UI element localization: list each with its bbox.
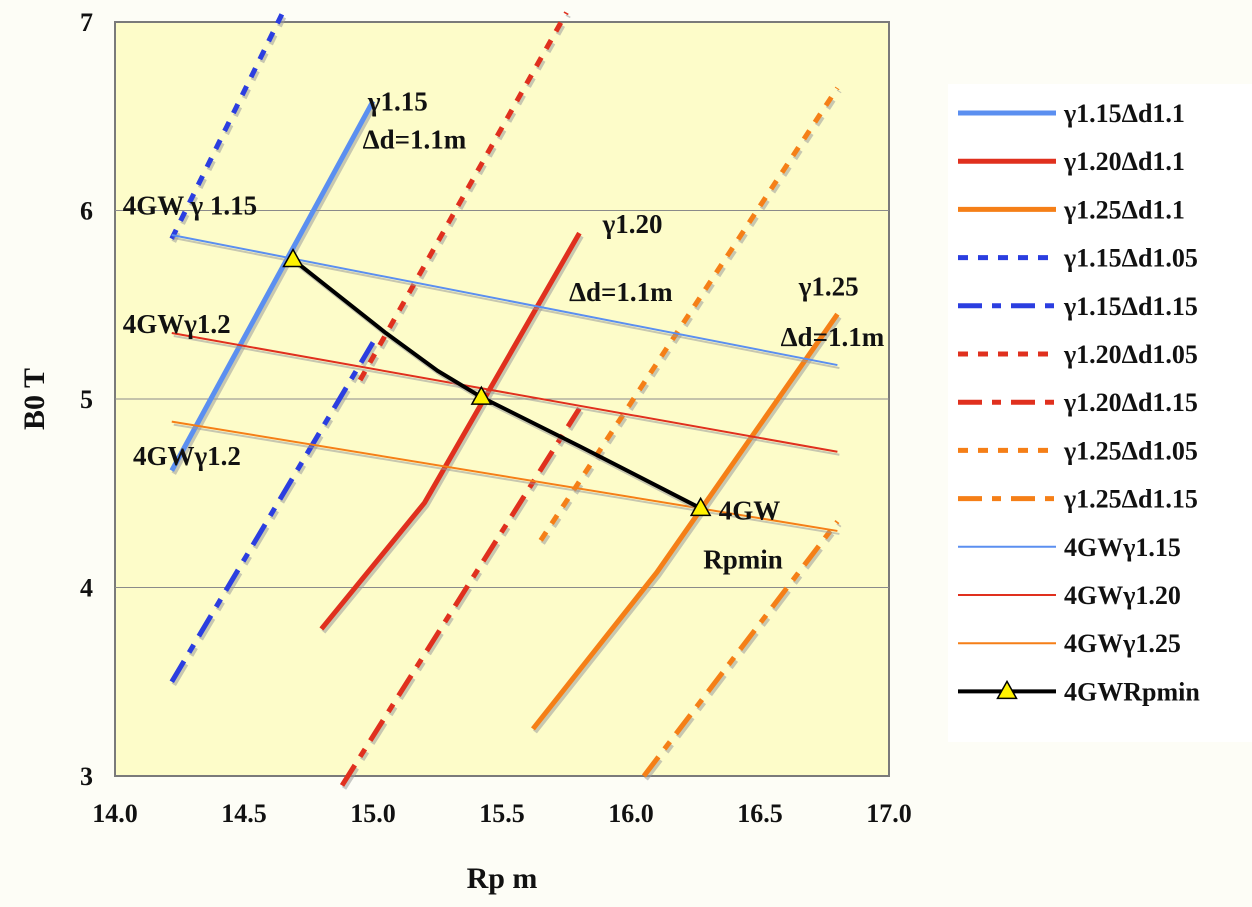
x-tick-label: 16.0 [608,799,654,828]
legend-label: γ1.20Δd1.05 [1063,340,1198,369]
triangle-marker [282,247,304,268]
legend-label: γ1.25Δd1.05 [1063,436,1198,465]
y-tick-label: 6 [80,197,93,226]
legend-item: γ1.25Δd1.05 [958,436,1198,465]
series-4 [169,11,287,243]
annotation-label: γ1.25 [798,271,859,301]
annotation-label: Rpmin [703,545,783,575]
annotation-label: 4GW γ 1.15 [123,190,257,220]
triangle-marker [470,385,493,405]
legend-item: γ1.20Δd1.1 [958,147,1185,176]
legend-item: γ1.15Δd1.05 [958,244,1198,273]
series-shadow [171,14,287,243]
y-tick-label: 5 [80,385,93,414]
x-tick-label: 15.0 [350,799,396,828]
legend-label: 4GWγ1.15 [1064,533,1181,562]
annotation-label: Δd=1.1m [363,124,467,154]
legend-label: γ1.15Δd1.05 [1063,244,1198,273]
legend-item: 4GWγ1.20 [958,581,1181,610]
legend-item: 4GWγ1.15 [958,533,1181,562]
annotation-label: Δd=1.1m [781,322,885,352]
legend-label: 4GWγ1.25 [1064,629,1181,658]
series-line [291,257,702,511]
legend-label: γ1.20Δd1.15 [1063,388,1198,417]
series-line [171,234,838,367]
series-line [530,312,840,731]
y-tick-label: 7 [80,8,93,37]
series-line [319,231,582,631]
legend-item: γ1.20Δd1.05 [958,340,1198,369]
series-1 [169,99,378,475]
legend-label: γ1.20Δd1.1 [1063,147,1185,176]
legend-label: γ1.15Δd1.1 [1063,99,1185,128]
legend: γ1.15Δd1.1 γ1.20Δd1.1 γ1.25Δd1.1 γ1.15Δd1.0… [948,84,1252,742]
x-tick-labels: 14.0 14.5 15.0 15.5 16.0 16.5 17.0 [92,799,912,828]
y-axis-label: B0 T [18,368,51,430]
annotation-label: γ1.20 [602,209,663,239]
series-shadow [643,523,842,781]
series-shadow [173,237,840,370]
legend-label: γ1.25Δd1.15 [1063,485,1198,514]
x-tick-label: 14.5 [221,799,267,828]
legend-label: γ1.15Δd1.15 [1063,292,1198,321]
series-shadow [171,102,378,475]
series-5 [169,341,378,687]
legend-label: γ1.25Δd1.1 [1063,195,1185,224]
x-tick-label: 17.0 [866,799,912,828]
series-line [169,99,376,472]
series-12 [171,420,840,535]
legend-item: γ1.25Δd1.15 [958,485,1198,514]
annotations: γ1.15 Δd=1.1m 4GW γ 1.15 γ1.20 Δd=1.1m γ1.25 Δ… [123,87,885,575]
annotation-label: 4GWγ1.2 [123,309,231,339]
series-shadow [173,423,840,535]
series-3 [530,312,842,734]
legend-box [948,84,1252,742]
grid-lines [115,210,889,588]
annotation-label: 4GW [719,496,781,526]
series-9 [641,520,842,781]
series-line [339,407,582,787]
series-shadow [171,344,378,687]
triangle-marker [689,496,712,517]
series-line [171,332,838,453]
series-line [169,341,376,684]
legend-label: 4GWRpmin [1064,677,1200,706]
series-2 [319,231,584,634]
legend-item: γ1.20Δd1.15 [958,388,1198,417]
series-line [641,520,840,778]
x-tick-label: 14.0 [92,799,138,828]
legend-item: 4GWγ1.25 [958,629,1181,658]
y-tick-label: 4 [80,574,93,603]
series-7 [339,407,584,790]
annotation-label: Δd=1.1m [569,277,673,307]
series-layer [169,11,842,790]
series-line [169,11,285,240]
y-tick-label: 3 [80,762,93,791]
annotation-label: 4GWγ1.2 [133,441,241,471]
series-shadow [341,410,584,790]
y-tick-labels: 3 4 5 6 7 [80,8,93,791]
x-axis-label: Rp m [467,862,538,895]
series-10 [171,234,840,370]
series-11 [171,332,840,456]
series-shadow [173,335,840,456]
series-13 [282,247,712,517]
legend-item: γ1.15Δd1.1 [958,99,1185,128]
x-tick-label: 15.5 [479,799,525,828]
legend-marker [996,679,1018,700]
legend-item: 4GWRpmin [958,677,1200,706]
series-shadow [532,315,842,734]
annotation-label: γ1.15 [367,87,428,117]
series-shadow [321,234,584,634]
legend-label: 4GWγ1.20 [1064,581,1181,610]
series-line [171,420,838,532]
legend-item: γ1.15Δd1.15 [958,292,1198,321]
legend-item: γ1.25Δd1.1 [958,195,1185,224]
x-tick-label: 16.5 [737,799,783,828]
